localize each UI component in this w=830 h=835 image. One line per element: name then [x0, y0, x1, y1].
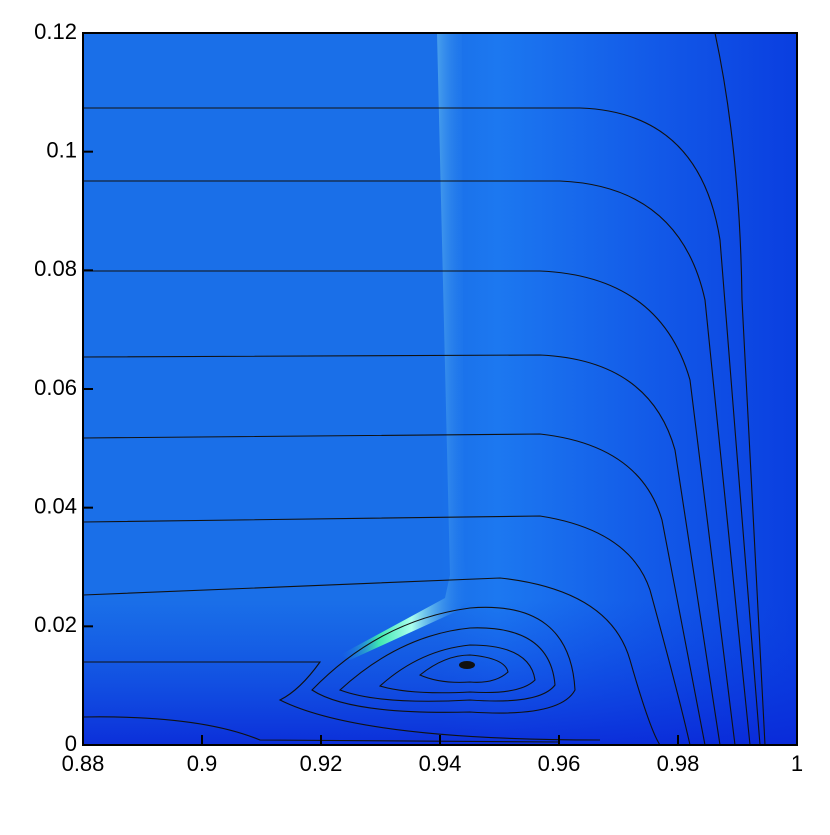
x-tick-label: 0.98	[657, 751, 700, 776]
y-tick-label: 0	[65, 731, 77, 756]
y-tick-label: 0.1	[46, 137, 77, 162]
x-tick-label: 0.94	[419, 751, 462, 776]
shear-layer	[340, 33, 470, 660]
x-tick-label: 0.96	[538, 751, 581, 776]
y-tick-label: 0.12	[34, 19, 77, 44]
x-tick-label: 1	[791, 751, 803, 776]
y-tick-label: 0.04	[34, 493, 77, 518]
x-tick-label: 0.9	[187, 751, 218, 776]
streamlines	[82, 32, 766, 746]
x-tick-label: 0.88	[62, 751, 105, 776]
y-tick-label: 0.02	[34, 612, 77, 637]
field-low	[83, 600, 797, 745]
y-tick-label: 0.08	[34, 256, 77, 281]
contour-field	[83, 33, 797, 745]
x-tick-label: 0.92	[300, 751, 343, 776]
vortex-core	[459, 661, 475, 669]
y-tick-label: 0.06	[34, 375, 77, 400]
